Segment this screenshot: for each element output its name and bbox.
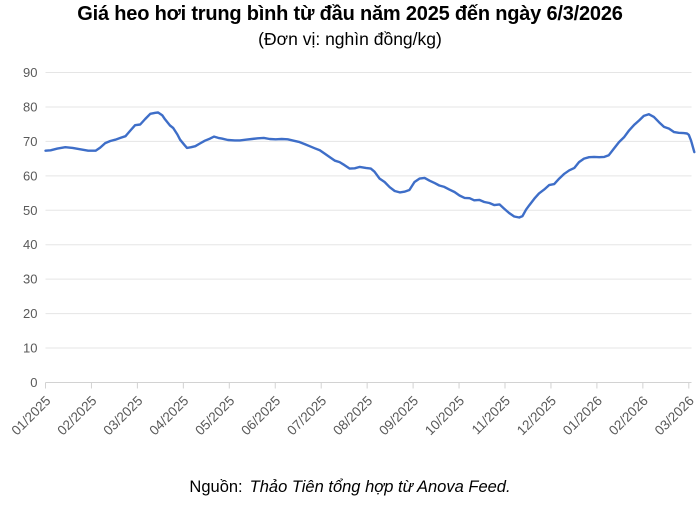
y-tick-label: 30 (23, 272, 37, 287)
y-axis-labels: 0 10 20 30 40 50 60 70 80 90 (23, 65, 37, 390)
price-line (44, 111, 696, 219)
chart-unit-subtitle: (Đơn vị: nghìn đồng/kg) (258, 29, 442, 49)
y-tick-label: 60 (23, 168, 37, 183)
x-tick-label: 08/2025 (330, 393, 375, 438)
x-tick-label: 01/2025 (8, 393, 53, 438)
x-tick-label: 04/2025 (146, 393, 191, 438)
x-tick-label: 06/2025 (238, 393, 283, 438)
x-tick-label: 11/2025 (469, 393, 513, 437)
chart-title: Giá heo hơi trung bình từ đầu năm 2025 đ… (77, 3, 623, 25)
y-tick-label: 90 (23, 65, 37, 80)
x-tick-label: 07/2025 (284, 393, 329, 438)
y-tick-label: 0 (30, 375, 37, 390)
x-tick-label: 03/2025 (100, 393, 145, 438)
source-text: Thảo Tiên tổng hợp từ Anova Feed. (249, 478, 511, 496)
x-tick-label: 02/2026 (606, 393, 651, 438)
x-tick-label: 02/2025 (54, 393, 99, 438)
x-tick-label: 03/2026 (652, 393, 697, 438)
x-tick-label: 01/2026 (560, 393, 605, 438)
y-tick-label: 10 (23, 341, 37, 356)
x-tick-label: 12/2025 (514, 393, 559, 438)
x-tick-label: 10/2025 (422, 393, 467, 438)
y-tick-label: 20 (23, 306, 37, 321)
y-tick-label: 80 (23, 99, 37, 114)
y-tick-label: 40 (23, 237, 37, 252)
source-label: Nguồn: (189, 478, 243, 496)
y-tick-label: 70 (23, 134, 37, 149)
source-note: Nguồn: Thảo Tiên tổng hợp từ Anova Feed. (0, 478, 700, 497)
x-axis-labels: 01/2025 02/2025 03/2025 04/2025 05/2025 06/20… (8, 393, 696, 438)
x-tick-label: 05/2025 (192, 393, 237, 438)
price-line-series (44, 111, 696, 219)
gridlines (45, 72, 692, 349)
x-tick-label: 09/2025 (376, 393, 421, 438)
y-tick-label: 50 (23, 203, 37, 218)
x-axis (45, 382, 692, 389)
